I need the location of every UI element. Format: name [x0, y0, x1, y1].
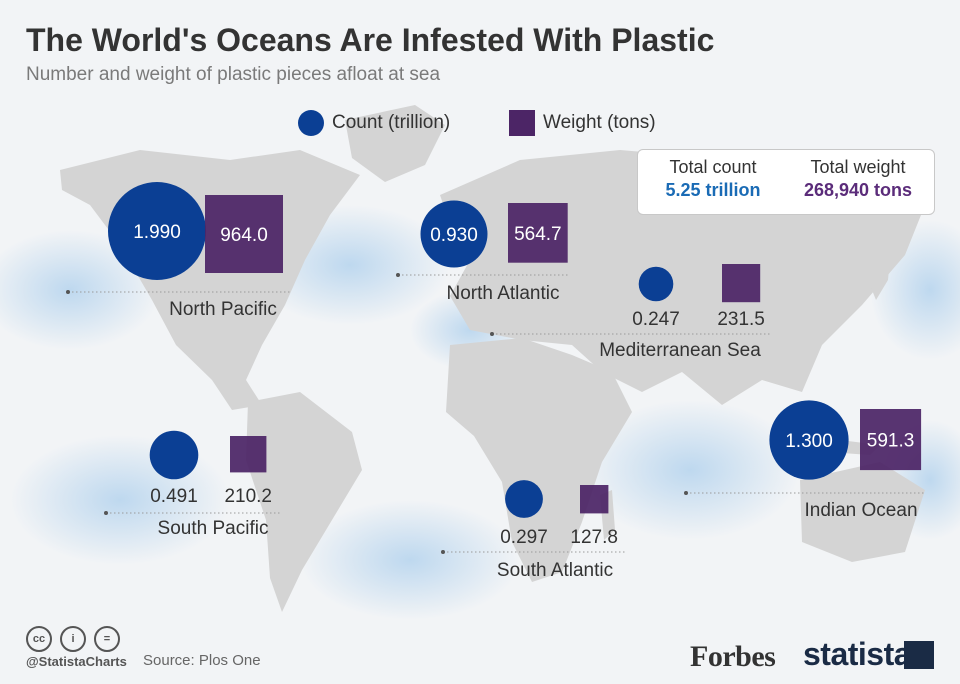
weight-label-south-atlantic: 127.8	[570, 527, 618, 548]
count-circle-north-atlantic	[420, 200, 488, 268]
cc-icon: cc	[26, 626, 52, 652]
count-circle-south-pacific	[149, 430, 199, 480]
leader-lines	[66, 273, 925, 554]
africa-land	[446, 338, 632, 582]
by-icon: i	[60, 626, 86, 652]
legend-circle-swatch	[298, 110, 324, 136]
footer-source: Source: Plos One	[143, 652, 261, 669]
region-anchor-dot-north-pacific	[66, 290, 70, 294]
count-label-north-atlantic: 0.930	[430, 225, 478, 246]
total-count-label: Total count	[669, 157, 757, 177]
region-anchor-dot-indian-ocean	[684, 491, 688, 495]
chart-title: The World's Oceans Are Infested With Pla…	[26, 22, 715, 58]
region-name-south-pacific: South Pacific	[158, 518, 269, 539]
total-weight-label: Total weight	[810, 157, 906, 177]
region-anchor-dot-south-atlantic	[441, 550, 445, 554]
count-label-south-atlantic: 0.297	[500, 527, 548, 548]
south-america-land	[246, 392, 362, 612]
forbes-logo: Forbes	[690, 640, 776, 673]
greenland-land	[345, 105, 445, 182]
count-circle-north-pacific	[108, 182, 206, 280]
statista-logo: statista	[803, 636, 912, 672]
chart-subtitle: Number and weight of plastic pieces aflo…	[26, 64, 441, 85]
count-label-mediterranean-sea: 0.247	[632, 309, 680, 330]
weight-square-indian-ocean	[860, 409, 922, 471]
nd-icon: =	[94, 626, 120, 652]
weight-label-mediterranean-sea: 231.5	[717, 309, 765, 330]
region-name-indian-ocean: Indian Ocean	[804, 500, 917, 521]
region-name-mediterranean-sea: Mediterranean Sea	[599, 340, 761, 361]
region-name-north-pacific: North Pacific	[169, 299, 277, 320]
weight-square-south-atlantic	[580, 485, 609, 514]
region-anchor-dot-south-pacific	[104, 511, 108, 515]
total-count: Total count 5.25 trillion	[648, 157, 778, 201]
count-circle-indian-ocean	[769, 400, 849, 480]
weight-square-mediterranean-sea	[722, 264, 761, 303]
region-name-south-atlantic: South Atlantic	[497, 560, 613, 581]
count-label-south-pacific: 0.491	[150, 486, 198, 507]
totals-box: Total count 5.25 trillion Total weight 2…	[637, 149, 935, 215]
japan-land	[870, 235, 892, 300]
total-weight: Total weight 268,940 tons	[788, 157, 928, 201]
weight-label-indian-ocean: 591.3	[867, 431, 915, 452]
weight-label-north-atlantic: 564.7	[514, 224, 562, 245]
australia-land	[800, 462, 925, 562]
weight-label-south-pacific: 210.2	[224, 486, 272, 507]
total-count-value: 5.25 trillion	[665, 180, 761, 200]
legend-label-weight: Weight (tons)	[543, 112, 656, 133]
legend-square-swatch	[509, 110, 535, 136]
count-circle-south-atlantic	[505, 480, 543, 518]
chart-marks: 1.990 964.0 North Pacific 0.930 564.7 North A…	[108, 182, 922, 581]
statista-logo-icon	[904, 641, 934, 669]
region-anchor-dot-mediterranean-sea	[490, 332, 494, 336]
region-name-north-atlantic: North Atlantic	[447, 283, 560, 304]
weight-square-south-pacific	[230, 436, 267, 473]
count-label-north-pacific: 1.990	[133, 222, 181, 243]
weight-square-north-atlantic	[508, 203, 568, 263]
count-label-indian-ocean: 1.300	[785, 431, 833, 452]
weight-square-north-pacific	[205, 195, 283, 273]
footer-handle: @StatistaCharts	[26, 654, 127, 669]
count-circle-mediterranean-sea	[638, 266, 674, 302]
total-weight-value: 268,940 tons	[803, 180, 913, 200]
weight-label-north-pacific: 964.0	[220, 225, 268, 246]
region-anchor-dot-north-atlantic	[396, 273, 400, 277]
legend-label-count: Count (trillion)	[332, 112, 451, 133]
